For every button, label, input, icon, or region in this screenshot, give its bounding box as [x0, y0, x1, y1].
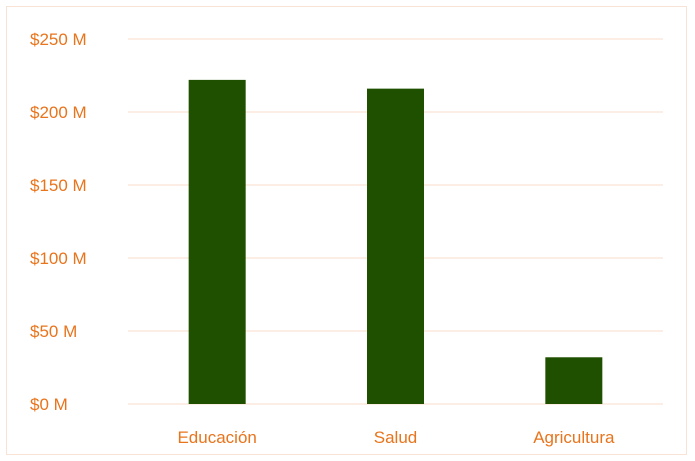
- x-tick-label: Educación: [177, 428, 256, 447]
- y-tick-label: $100 M: [30, 249, 87, 268]
- x-tick-label: Agricultura: [533, 428, 615, 447]
- y-tick-label: $200 M: [30, 103, 87, 122]
- bar: [188, 79, 246, 404]
- y-tick-label: $50 M: [30, 322, 77, 341]
- y-axis-ticks: $0 M $50 M $100 M $150 M $200 M $250 M: [30, 30, 87, 414]
- x-tick-label: Salud: [374, 428, 417, 447]
- bar: [545, 357, 603, 404]
- y-tick-label: $250 M: [30, 30, 87, 49]
- bar: [367, 88, 424, 404]
- bars: [188, 79, 603, 404]
- y-tick-label: $150 M: [30, 176, 87, 195]
- x-axis-ticks: Educación Salud Agricultura: [177, 428, 615, 447]
- y-tick-label: $0 M: [30, 395, 68, 414]
